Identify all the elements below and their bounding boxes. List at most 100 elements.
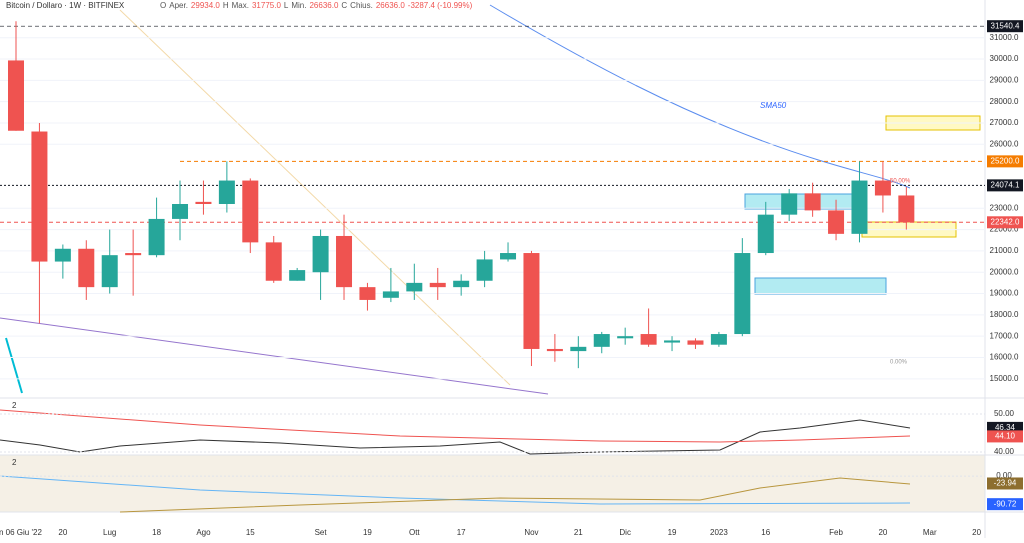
ohlc-text: O bbox=[160, 1, 166, 10]
candle-body bbox=[781, 193, 798, 215]
y-tick-label: 27000.0 bbox=[990, 118, 1019, 127]
y-tick-label: 18000.0 bbox=[990, 310, 1019, 319]
candle-body bbox=[406, 282, 423, 292]
symbol: Bitcoin / Dollaro · 1W · BITFINEX bbox=[6, 1, 125, 10]
candle-body bbox=[546, 348, 563, 352]
ohlc-text: L bbox=[284, 1, 289, 10]
candle-body bbox=[78, 248, 95, 288]
candle-body bbox=[851, 180, 868, 234]
y-tick-label: 15000.0 bbox=[990, 374, 1019, 383]
price-label-box bbox=[987, 216, 1023, 229]
candle-body bbox=[359, 287, 376, 300]
indicator-line bbox=[0, 409, 911, 443]
candle-body bbox=[523, 253, 540, 349]
ohlc-text: C bbox=[341, 1, 347, 10]
candle-body bbox=[101, 255, 118, 288]
y-tick-label: 28000.0 bbox=[990, 97, 1019, 106]
candle-body bbox=[265, 242, 282, 281]
value-label-box bbox=[987, 498, 1023, 511]
x-tick-label: Lug bbox=[103, 528, 116, 537]
x-tick-label: Set bbox=[315, 528, 328, 537]
x-tick-label: 20 bbox=[878, 528, 887, 537]
value-label: 46.34 bbox=[995, 423, 1016, 432]
value-label: -90.72 bbox=[994, 499, 1017, 508]
y-tick-label: 23000.0 bbox=[990, 203, 1019, 212]
price-label-box bbox=[987, 179, 1023, 192]
ohlc-text: H bbox=[223, 1, 229, 10]
candle-body bbox=[382, 291, 399, 298]
y-tick-label: 30000.0 bbox=[990, 54, 1019, 63]
x-tick-label: 19 bbox=[668, 528, 677, 537]
x-tick-label: 20 bbox=[972, 528, 981, 537]
indicator-line bbox=[119, 477, 911, 513]
candle-body bbox=[664, 340, 681, 343]
price-label-box bbox=[987, 20, 1023, 33]
price-label: 24074.1 bbox=[991, 180, 1020, 189]
x-tick-label: Ott bbox=[409, 528, 420, 537]
value-label: 44.10 bbox=[995, 432, 1016, 441]
x-tick-label: Mar bbox=[923, 528, 937, 537]
pane-marker: 2 bbox=[12, 458, 17, 467]
candle-body bbox=[195, 201, 212, 204]
candle-body bbox=[242, 180, 259, 243]
candle-body bbox=[500, 253, 517, 260]
pane-marker: 2 bbox=[12, 401, 17, 410]
pane-tick-label: 40.00 bbox=[994, 447, 1015, 456]
candle-body bbox=[429, 282, 446, 288]
price-label: 31540.4 bbox=[991, 21, 1020, 30]
y-tick-label: 17000.0 bbox=[990, 331, 1019, 340]
candle-body bbox=[312, 235, 329, 273]
zone-box bbox=[744, 193, 863, 210]
ohlc-text: 26636.0 bbox=[309, 1, 338, 10]
annotation: 0.00% bbox=[890, 360, 908, 366]
x-tick-label: 19 bbox=[363, 528, 372, 537]
value-label-box bbox=[987, 430, 1023, 443]
x-tick-label: 17 bbox=[457, 528, 466, 537]
pane-background bbox=[0, 455, 985, 512]
candle-body bbox=[148, 218, 165, 256]
candle-body bbox=[874, 180, 891, 196]
ohlc-text: Min. bbox=[291, 1, 306, 10]
pane-tick-label: 0.00 bbox=[996, 471, 1012, 480]
price-label: 25200.0 bbox=[991, 156, 1020, 165]
candle-body bbox=[734, 253, 751, 335]
value-label: -23.94 bbox=[994, 479, 1017, 488]
x-tick-label: 18 bbox=[152, 528, 161, 537]
candle-body bbox=[828, 210, 845, 234]
x-tick-label: 21 bbox=[574, 528, 583, 537]
ohlc-text: 29934.0 bbox=[191, 1, 220, 10]
y-tick-label: 31000.0 bbox=[990, 33, 1019, 42]
zone-box bbox=[754, 277, 887, 295]
x-tick-label: Ago bbox=[196, 528, 211, 537]
annotation: 50.00% bbox=[890, 179, 911, 185]
candle-body bbox=[687, 340, 704, 345]
trend-line bbox=[5, 337, 23, 394]
value-label-box bbox=[987, 477, 1023, 490]
candle-body bbox=[289, 270, 306, 281]
candle-body bbox=[218, 180, 235, 204]
y-tick-label: 22000.0 bbox=[990, 225, 1019, 234]
candle-body bbox=[31, 131, 48, 262]
candle-body bbox=[757, 214, 774, 254]
price-label: 22342.0 bbox=[991, 217, 1020, 226]
candle-body bbox=[172, 204, 189, 219]
ohlc-text: 26636.0 bbox=[376, 1, 405, 10]
x-tick-label: Dic bbox=[619, 528, 631, 537]
annotation: SMA50 bbox=[760, 101, 787, 110]
candle-body bbox=[593, 334, 610, 347]
x-tick-label: Feb bbox=[829, 528, 843, 537]
candle-body bbox=[804, 193, 821, 211]
candle-body bbox=[570, 346, 587, 352]
ohlc-text: -3287.4 (-10.99%) bbox=[408, 1, 473, 10]
ohlc-text: Max. bbox=[232, 1, 249, 10]
candle-body bbox=[898, 195, 915, 223]
candle-body bbox=[617, 336, 634, 339]
y-tick-label: 29000.0 bbox=[990, 75, 1019, 84]
pane-tick-label: 50.00 bbox=[994, 409, 1015, 418]
trend-line bbox=[0, 317, 549, 395]
y-tick-label: 26000.0 bbox=[990, 139, 1019, 148]
indicator-line bbox=[0, 475, 911, 505]
y-tick-label: 19000.0 bbox=[990, 289, 1019, 298]
ohlc-text: 31775.0 bbox=[252, 1, 281, 10]
